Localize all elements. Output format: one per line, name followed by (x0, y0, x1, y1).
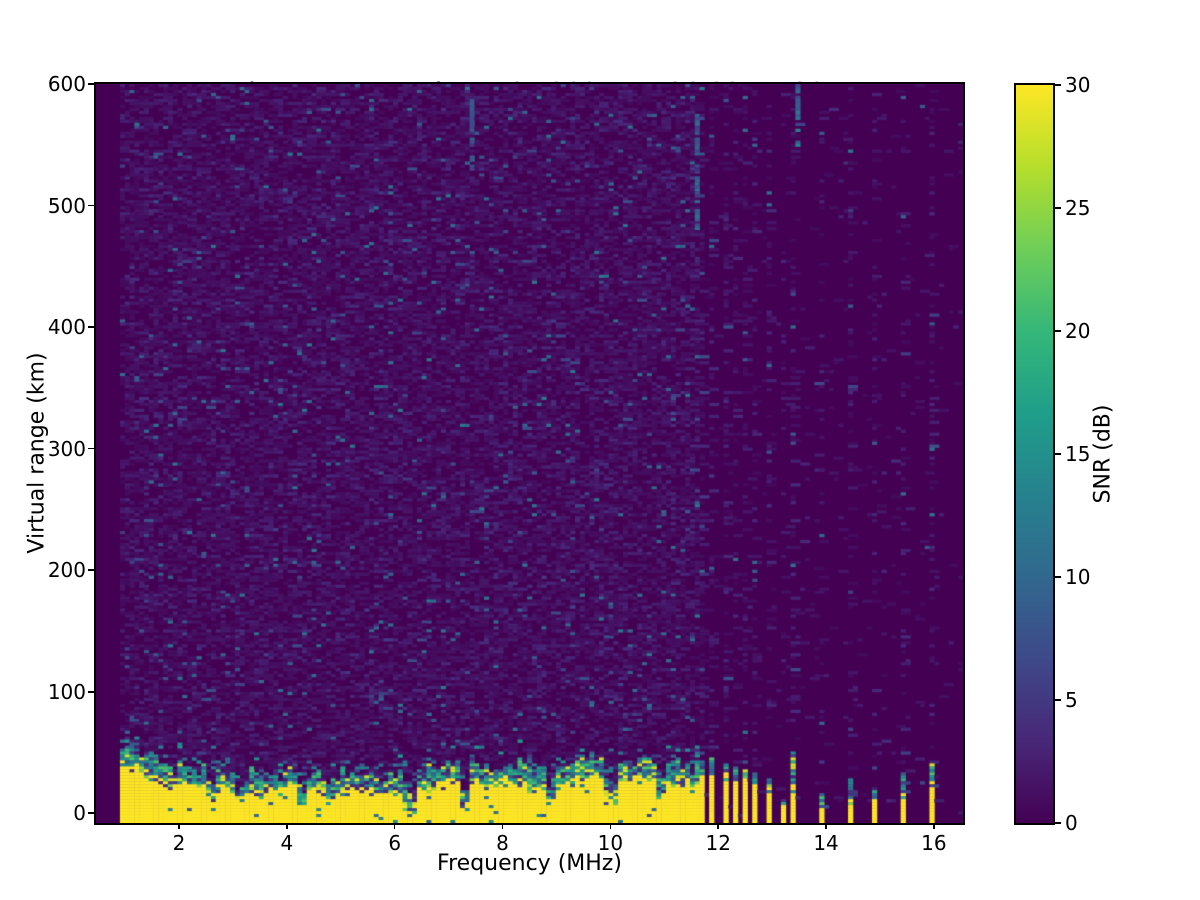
y-tick-label: 100 (47, 679, 86, 704)
y-tick-mark (88, 447, 94, 450)
x-tick-mark (609, 823, 612, 829)
x-tick-mark (933, 823, 935, 829)
y-tick-label: 500 (47, 193, 86, 218)
y-tick-label: 600 (47, 72, 86, 96)
colorbar-tick-mark (1055, 822, 1061, 824)
colorbar-tick-mark (1055, 84, 1061, 86)
y-tick-label: 200 (47, 558, 86, 583)
x-tick-mark (393, 823, 396, 829)
ionogram-heatmap (96, 84, 963, 823)
colorbar-tick-label: 20 (1065, 319, 1091, 343)
colorbar-tick-mark (1055, 207, 1061, 209)
colorbar-tick-mark (1055, 576, 1061, 578)
x-tick-label: 12 (705, 831, 731, 855)
x-tick-label: 2 (172, 831, 186, 855)
colorbar-tick-mark (1055, 453, 1061, 455)
colorbar-tick-label: 0 (1065, 811, 1078, 835)
y-tick-mark (88, 690, 94, 693)
x-axis-label: Frequency (MHz) (437, 851, 622, 876)
y-tick-label: 0 (73, 801, 86, 826)
colorbar-tick-label: 10 (1065, 565, 1091, 589)
colorbar-gradient (1016, 85, 1053, 823)
x-tick-label: 16 (921, 831, 947, 855)
x-tick-mark (178, 823, 180, 829)
y-tick-label: 400 (47, 315, 86, 340)
y-tick-mark (88, 569, 94, 571)
colorbar-tick-mark (1055, 330, 1061, 332)
y-tick-mark (88, 83, 94, 85)
x-tick-mark (717, 823, 719, 829)
colorbar-tick-label: 5 (1065, 688, 1078, 712)
x-tick-mark (825, 823, 827, 829)
x-tick-mark (286, 823, 288, 829)
x-tick-mark (501, 823, 504, 829)
x-tick-label: 6 (388, 831, 402, 855)
x-tick-label: 4 (280, 831, 294, 855)
colorbar-tick-label: 15 (1065, 442, 1091, 466)
colorbar-tick-label: 25 (1065, 196, 1091, 220)
x-tick-label: 8 (496, 831, 509, 855)
y-tick-mark (88, 812, 94, 815)
y-tick-mark (88, 204, 94, 207)
x-tick-label: 14 (813, 831, 839, 855)
y-tick-mark (88, 326, 94, 328)
colorbar-tick-label: 30 (1065, 73, 1091, 97)
x-tick-label: 10 (597, 831, 624, 855)
y-tick-label: 300 (47, 436, 86, 461)
colorbar-tick-mark (1055, 699, 1061, 701)
